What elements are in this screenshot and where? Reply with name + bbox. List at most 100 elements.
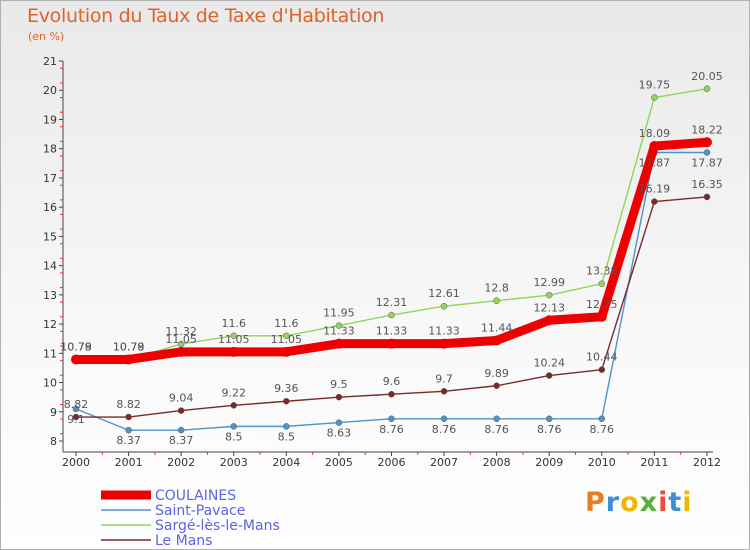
data-label: 13.38	[586, 265, 618, 278]
data-point	[598, 280, 606, 287]
data-point	[177, 426, 185, 434]
data-label: 9.7	[435, 372, 453, 385]
y-tick-label: 9	[50, 406, 57, 419]
data-label: 11.05	[271, 333, 303, 346]
data-label: 10.79	[113, 340, 145, 353]
data-label: 11.32	[165, 325, 197, 338]
data-label: 10.79	[60, 340, 92, 353]
data-point	[335, 393, 343, 401]
data-label: 12.61	[428, 287, 460, 300]
data-label: 20.05	[691, 70, 723, 83]
y-tick-label: 10	[43, 377, 57, 390]
data-point	[439, 338, 450, 349]
proxiti-logo: Proxiti	[585, 487, 693, 518]
data-point	[71, 354, 81, 365]
data-label: 11.6	[221, 317, 246, 330]
data-label: 12.31	[376, 296, 408, 309]
data-point	[283, 397, 290, 405]
data-label: 18.22	[691, 123, 723, 136]
data-label: 10.78	[60, 341, 92, 354]
data-label: 12.13	[533, 301, 565, 314]
data-label: 17.87	[691, 156, 723, 169]
x-tick-label: 2012	[693, 456, 721, 469]
data-point	[125, 426, 132, 434]
series-line-sarg-l-s-le-mans	[75, 88, 708, 361]
data-label: 12.8	[484, 282, 509, 295]
data-label: 9.1	[67, 413, 85, 426]
data-point	[493, 415, 500, 423]
logo-letter: P	[585, 487, 606, 518]
logo-letter: i	[658, 487, 669, 518]
y-tick-label: 17	[43, 172, 57, 185]
legend-label: COULAINES	[155, 488, 236, 504]
x-tick-label: 2008	[483, 456, 511, 469]
data-label: 8.76	[432, 423, 457, 436]
x-tick-label: 2010	[588, 456, 616, 469]
legend-label: Le Mans	[155, 533, 212, 549]
data-point	[230, 423, 237, 430]
logo-letter: i	[682, 487, 693, 518]
data-point	[491, 335, 502, 346]
chart-subtitle: (en %)	[28, 30, 65, 43]
data-label: 8.76	[379, 423, 404, 436]
data-point	[72, 405, 80, 413]
data-label: 8.37	[169, 434, 194, 447]
data-point	[176, 346, 187, 357]
data-label: 16.19	[639, 183, 671, 196]
x-tick-label: 2005	[325, 456, 353, 469]
data-label: 9.6	[383, 375, 401, 388]
data-point	[440, 415, 448, 423]
data-label: 11.95	[323, 307, 355, 320]
logo-letter: r	[605, 487, 621, 518]
data-label: 11.44	[481, 321, 513, 334]
data-point	[125, 413, 132, 421]
data-label: 8.5	[278, 430, 296, 443]
data-point	[701, 137, 712, 148]
data-point	[544, 315, 555, 326]
data-point	[283, 332, 290, 340]
data-label: 8.63	[327, 427, 352, 440]
data-point	[493, 382, 500, 390]
data-point	[440, 388, 448, 395]
y-tick-label: 8	[50, 435, 57, 448]
data-label: 17.87	[639, 156, 671, 169]
data-point	[333, 338, 344, 349]
y-tick-label: 12	[43, 318, 57, 331]
x-tick-label: 2009	[535, 456, 563, 469]
chart-title: Evolution du Taux de Taxe d'Habitation	[27, 5, 385, 27]
data-point	[388, 311, 395, 319]
data-label: 11.6	[274, 317, 299, 330]
logo-letter: t	[668, 487, 683, 518]
data-point	[386, 338, 397, 349]
data-point	[545, 415, 553, 423]
data-label: 11.05	[165, 333, 197, 346]
data-label: 8.76	[484, 423, 509, 436]
y-tick-label: 15	[43, 230, 57, 243]
y-tick-label: 21	[43, 55, 57, 68]
data-label: 10.24	[533, 357, 565, 370]
data-label: 8.76	[537, 423, 562, 436]
x-tick-label: 2003	[220, 456, 248, 469]
data-point	[545, 372, 553, 379]
data-point	[283, 423, 290, 430]
data-point	[281, 346, 292, 357]
data-label: 11.33	[376, 325, 408, 338]
legend-label: Saint-Pavace	[155, 503, 245, 519]
data-label: 16.35	[691, 178, 723, 191]
data-label: 9.04	[169, 392, 194, 405]
data-label: 9.22	[221, 386, 246, 399]
data-point	[493, 297, 500, 304]
data-point	[72, 413, 80, 421]
data-label: 11.05	[218, 333, 250, 346]
y-tick-label: 20	[43, 84, 57, 97]
data-point	[228, 346, 239, 357]
data-label: 8.76	[590, 423, 615, 436]
logo-letter: o	[620, 487, 640, 518]
data-label: 8.82	[116, 398, 141, 411]
data-point	[596, 311, 607, 322]
logo-letter: x	[639, 487, 659, 518]
data-label: 9.89	[484, 367, 509, 380]
data-point	[703, 85, 711, 93]
